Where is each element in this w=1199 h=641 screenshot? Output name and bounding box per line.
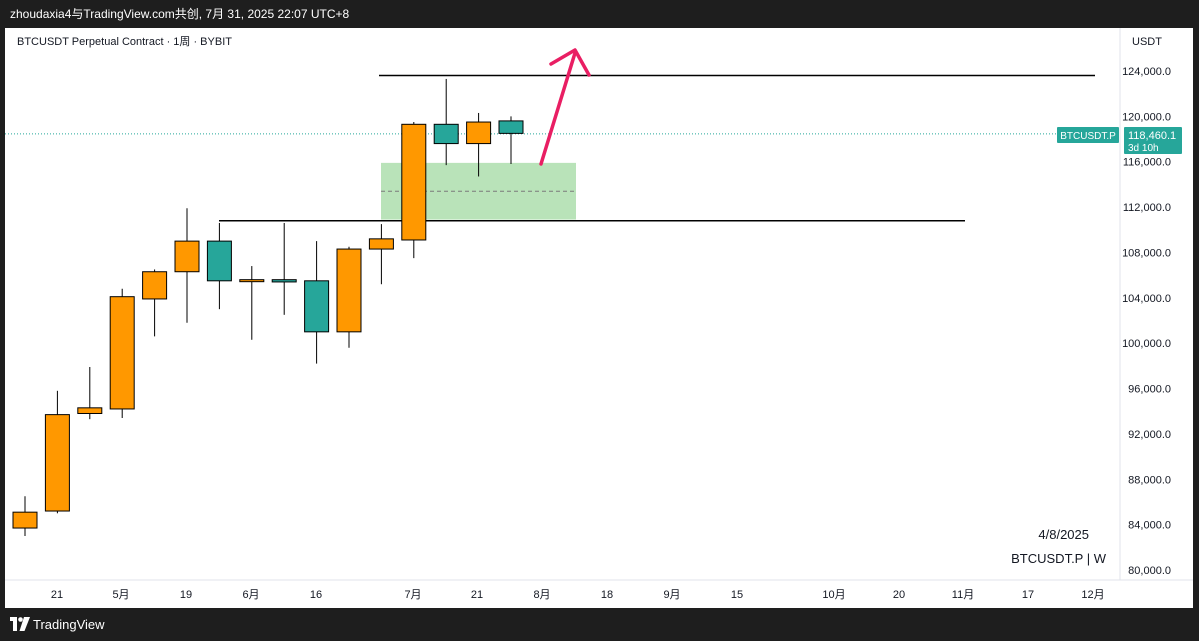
x-tick-label: 21	[51, 589, 63, 601]
x-tick-label: 9月	[663, 589, 680, 601]
candle[interactable]	[271, 222, 297, 315]
last-price-countdown: 3d 10h	[1128, 143, 1159, 154]
footer-bar: TradingView	[0, 608, 1199, 641]
x-tick-label: 6月	[242, 589, 259, 601]
candle[interactable]	[466, 112, 492, 177]
x-tick-label: 16	[310, 589, 322, 601]
candle[interactable]	[77, 366, 103, 420]
candle[interactable]	[44, 390, 70, 514]
candle-body	[271, 279, 297, 283]
candle[interactable]	[12, 496, 38, 536]
x-tick-label: 8月	[533, 589, 550, 601]
candle-body	[12, 511, 38, 529]
candle-body	[77, 407, 103, 414]
candle[interactable]	[142, 269, 168, 337]
candle-body	[239, 279, 265, 283]
candle[interactable]	[498, 116, 524, 164]
y-tick-label: 108,000.0	[1122, 247, 1171, 259]
candle[interactable]	[109, 288, 135, 419]
symbol-watermark: BTCUSDT.P | W	[1011, 551, 1107, 566]
candle-body	[433, 123, 459, 145]
candle[interactable]	[239, 266, 265, 340]
x-tick-label: 21	[471, 589, 483, 601]
x-tick-label: 17	[1022, 589, 1034, 601]
candle-body	[206, 240, 232, 282]
y-tick-label: 116,000.0	[1123, 157, 1171, 169]
date-stamp: 4/8/2025	[1038, 527, 1089, 542]
x-tick-label: 11月	[952, 589, 974, 601]
y-tick-label: 80,000.0	[1128, 565, 1171, 577]
candle[interactable]	[336, 246, 362, 348]
candle[interactable]	[433, 78, 459, 166]
y-tick-label: 120,000.0	[1122, 111, 1171, 123]
symbol-title: BTCUSDT Perpetual Contract · 1周 · BYBIT	[17, 35, 232, 48]
candle[interactable]	[174, 208, 200, 323]
y-tick-label: 124,000.0	[1122, 66, 1171, 78]
up-arrow-shaft	[539, 51, 577, 166]
candle-body	[466, 121, 492, 145]
share-text: zhoudaxia4与TradingView.com共创, 7月 31, 202…	[10, 7, 350, 21]
y-tick-label: 92,000.0	[1128, 429, 1171, 441]
candlestick-chart[interactable]: BTCUSDT Perpetual Contract · 1周 · BYBIT …	[5, 28, 1193, 608]
candle-body	[174, 240, 200, 273]
last-price-tag: BTCUSDT.P 118,460.1 3d 10h	[1057, 127, 1182, 154]
tradingview-logo-icon	[10, 617, 30, 631]
footer-brand: TradingView	[33, 617, 105, 632]
x-tick-label: 15	[731, 589, 743, 601]
x-tick-label: 10月	[822, 589, 845, 601]
y-tick-label: 88,000.0	[1128, 474, 1171, 486]
x-tick-label: 5月	[112, 589, 129, 601]
candle-body	[401, 123, 427, 241]
currency-label: USDT	[1132, 36, 1162, 48]
chart-frame: BTCUSDT Perpetual Contract · 1周 · BYBIT …	[5, 28, 1193, 608]
candle-body	[304, 280, 330, 333]
candle-body	[142, 271, 168, 300]
x-tick-label: 7月	[404, 589, 421, 601]
last-price-symbol: BTCUSDT.P	[1060, 131, 1116, 142]
candle-body	[368, 238, 394, 250]
y-tick-label: 96,000.0	[1128, 384, 1171, 396]
share-header: zhoudaxia4与TradingView.com共创, 7月 31, 202…	[0, 0, 1199, 28]
candle-body	[109, 296, 135, 410]
candle-body	[336, 248, 362, 333]
candle-body	[44, 414, 70, 512]
candle[interactable]	[401, 122, 427, 259]
last-price-value: 118,460.1	[1128, 130, 1176, 142]
candle[interactable]	[206, 222, 232, 310]
y-tick-label: 112,000.0	[1123, 202, 1171, 214]
x-tick-label: 19	[180, 589, 192, 601]
y-tick-label: 100,000.0	[1122, 338, 1171, 350]
up-arrow-head	[549, 48, 591, 77]
y-tick-label: 104,000.0	[1122, 293, 1171, 305]
y-tick-label: 84,000.0	[1128, 520, 1171, 532]
candle[interactable]	[304, 241, 330, 364]
x-tick-label: 12月	[1081, 589, 1104, 601]
candle-body	[498, 120, 524, 134]
candle[interactable]	[368, 224, 394, 285]
x-tick-label: 18	[601, 589, 613, 601]
x-tick-label: 20	[893, 589, 905, 601]
